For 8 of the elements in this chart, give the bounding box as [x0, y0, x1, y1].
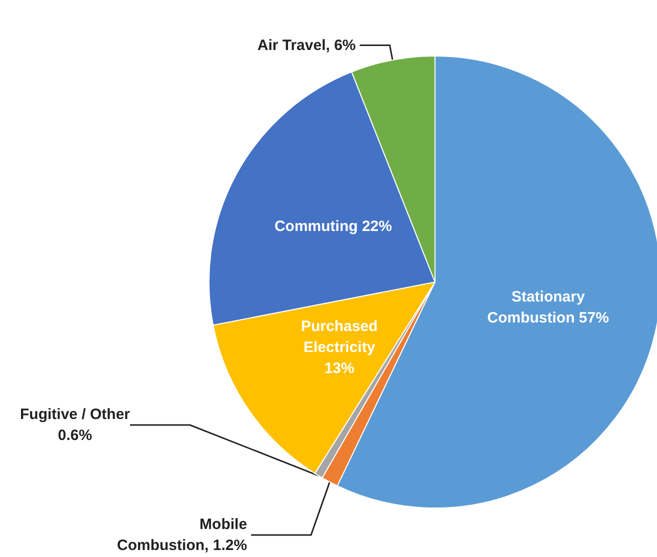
- data-label: 13%: [324, 360, 354, 378]
- slice-label: Air Travel, 6%: [257, 36, 356, 54]
- slice-label: Stationary Combustion 57%: [487, 288, 609, 327]
- slice-label: Commuting 22%: [274, 218, 392, 235]
- slice-label: Fugitive / Other: [20, 406, 130, 423]
- data-label: 0.6%: [58, 427, 92, 444]
- slice-label: Mobile Combustion, 1.2%: [117, 516, 248, 554]
- slice-label: Purchased Electricity: [300, 318, 378, 356]
